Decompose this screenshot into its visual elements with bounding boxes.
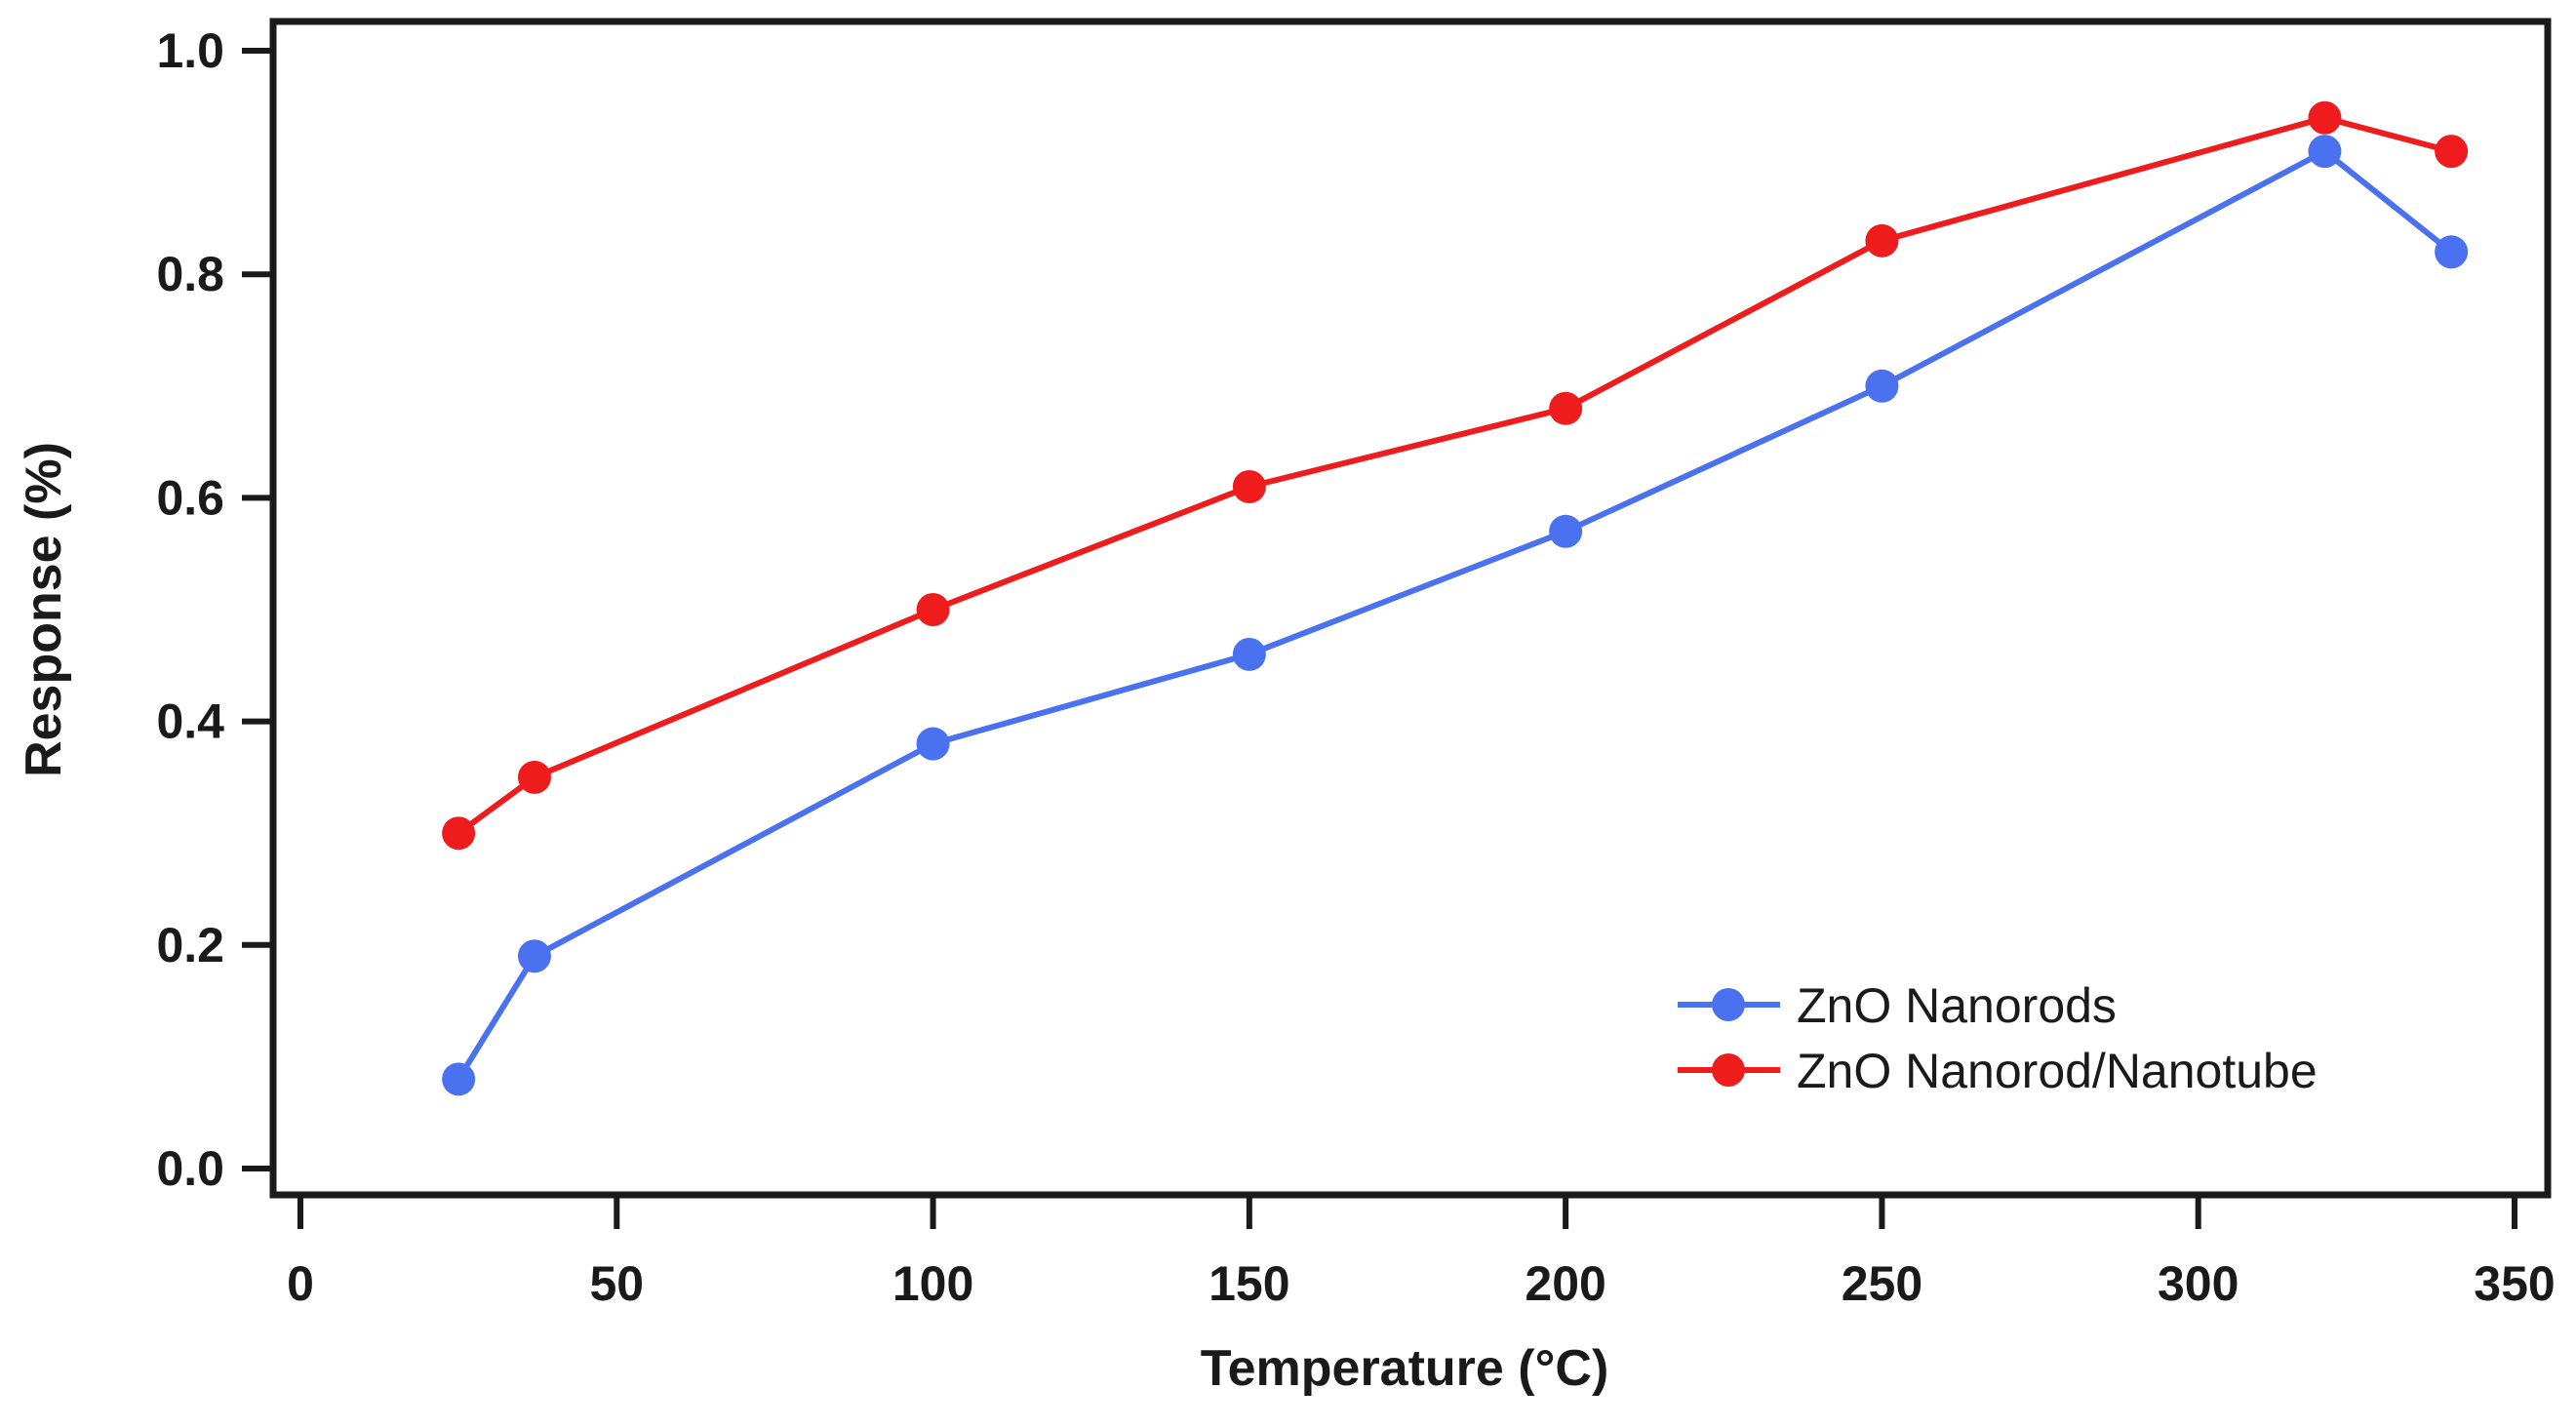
x-tick-label: 300 <box>2158 1256 2239 1311</box>
x-tick-label: 150 <box>1209 1256 1289 1311</box>
y-tick-label: 1.0 <box>156 23 224 78</box>
data-point-zno-nanorods <box>916 727 950 761</box>
data-point-zno-nanorod-nanotube <box>916 593 950 626</box>
y-axis-title: Response (%) <box>16 442 72 777</box>
legend-swatch-marker <box>1712 1053 1745 1087</box>
x-tick-label: 0 <box>287 1256 314 1311</box>
series-line-zno-nanorod-nanotube <box>456 114 2452 836</box>
data-point-zno-nanorods <box>1232 637 1266 671</box>
series-line-zno-nanorods <box>456 148 2453 1081</box>
series-zno-nanorod-nanotube <box>442 100 2469 851</box>
x-tick-label: 200 <box>1525 1256 1605 1311</box>
legend-label: ZnO Nanorods <box>1797 978 2117 1033</box>
legend-label: ZnO Nanorod/Nanotube <box>1797 1044 2318 1098</box>
data-point-zno-nanorods <box>2308 135 2342 169</box>
y-tick-label: 0.2 <box>156 918 224 972</box>
data-point-zno-nanorods <box>442 1062 476 1096</box>
data-point-zno-nanorod-nanotube <box>517 760 551 794</box>
x-tick-label: 100 <box>892 1256 973 1311</box>
data-point-zno-nanorods <box>1549 514 1583 548</box>
data-point-zno-nanorods <box>517 939 551 973</box>
legend-entry-zno-nanorods: ZnO Nanorods <box>1678 978 2117 1033</box>
y-tick-label: 0.8 <box>156 247 224 301</box>
y-tick-label: 0.6 <box>156 470 224 525</box>
x-tick-label: 250 <box>1842 1256 1922 1311</box>
legend-entry-zno-nanorod-nanotube: ZnO Nanorod/Nanotube <box>1678 1044 2318 1098</box>
data-point-zno-nanorods <box>1865 369 1899 403</box>
y-tick-label: 0.0 <box>156 1141 224 1196</box>
series-zno-nanorods <box>442 135 2469 1096</box>
data-point-zno-nanorods <box>2435 235 2469 269</box>
data-point-zno-nanorod-nanotube <box>2308 100 2342 135</box>
data-point-zno-nanorod-nanotube <box>1232 469 1266 503</box>
data-point-zno-nanorod-nanotube <box>1865 223 1899 258</box>
x-tick-label: 50 <box>589 1256 644 1311</box>
data-point-zno-nanorod-nanotube <box>442 816 476 851</box>
data-point-zno-nanorod-nanotube <box>2435 135 2469 169</box>
x-tick-label: 350 <box>2474 1256 2555 1311</box>
y-tick-label: 0.4 <box>156 694 224 749</box>
plot-frame <box>269 18 2552 1199</box>
data-point-zno-nanorod-nanotube <box>1549 391 1583 425</box>
legend-swatch-marker <box>1712 988 1745 1021</box>
x-axis-title: Temperature (°C) <box>1201 1340 1609 1397</box>
